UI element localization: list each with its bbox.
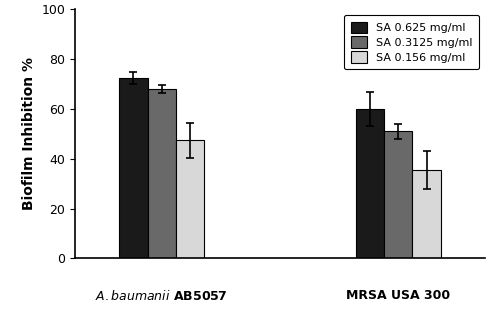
Legend: SA 0.625 mg/ml, SA 0.3125 mg/ml, SA 0.156 mg/ml: SA 0.625 mg/ml, SA 0.3125 mg/ml, SA 0.15… — [344, 15, 480, 69]
Text: MRSA USA 300: MRSA USA 300 — [346, 289, 451, 302]
Bar — [119, 78, 148, 258]
Text: $\it{A. baumanii}$ AB5057: $\it{A. baumanii}$ AB5057 — [96, 289, 228, 303]
Bar — [384, 131, 412, 258]
Bar — [412, 170, 441, 258]
Bar — [176, 140, 204, 258]
Y-axis label: Biofilm Inhibition %: Biofilm Inhibition % — [22, 57, 36, 210]
Bar — [148, 89, 176, 258]
Bar — [356, 109, 384, 258]
